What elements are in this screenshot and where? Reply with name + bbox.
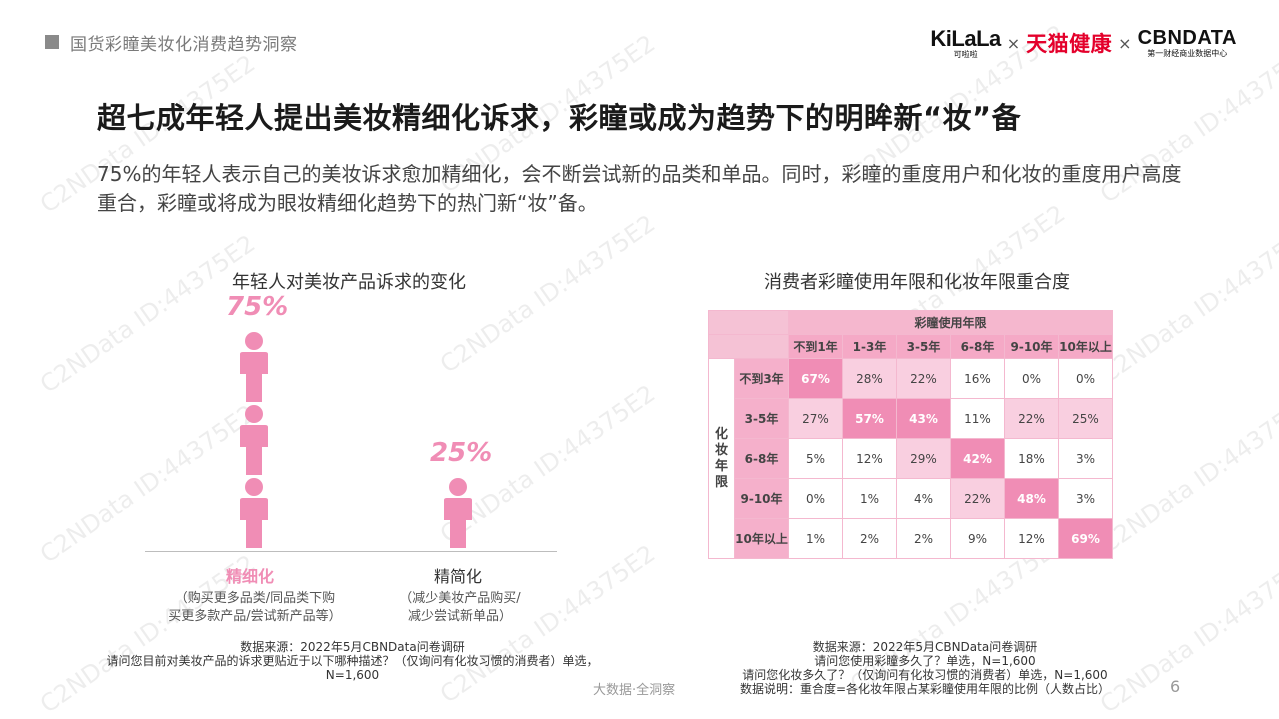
column-group-header: 彩瞳使用年限 — [788, 310, 1113, 335]
heatmap-cell: 22% — [896, 358, 951, 399]
source-line: 请问您目前对美妆产品的诉求更贴近于以下哪种描述？（仅询问有化妆习惯的消费者）单选… — [106, 654, 599, 668]
desc-line: （购买更多品类/同品类下购 — [174, 591, 336, 606]
heatmap-cell: 22% — [1004, 398, 1059, 439]
desc-line: （减少美妆产品购买/ — [399, 591, 521, 606]
header-marker — [45, 35, 59, 49]
heatmap-cell: 12% — [842, 438, 897, 479]
heatmap-cell: 22% — [950, 478, 1005, 519]
heatmap-cell: 27% — [788, 398, 843, 439]
person-icon — [236, 405, 272, 479]
desc-line: 买更多款产品/尝试新产品等） — [168, 609, 342, 624]
kilala-logo: KiLaLa 可啦啦 — [930, 25, 1001, 59]
left-source-note: 数据来源：2022年5月CBNData问卷调研 请问您目前对美妆产品的诉求更贴近… — [100, 640, 605, 682]
percentage-label: 25% — [430, 438, 493, 468]
heatmap-cell: 43% — [896, 398, 951, 439]
heatmap-cell: 12% — [1004, 518, 1059, 559]
table-corner — [708, 334, 789, 359]
heatmap-cell: 29% — [896, 438, 951, 479]
right-chart-title: 消费者彩瞳使用年限和化妆年限重合度 — [764, 272, 1070, 293]
heatmap-cell: 69% — [1058, 518, 1113, 559]
category-label-simplified: 精简化 — [434, 567, 483, 586]
heatmap-cell: 11% — [950, 398, 1005, 439]
page-title: 超七成年轻人提出美妆精细化诉求，彩瞳或成为趋势下的明眸新“妆”备 — [97, 101, 1022, 135]
person-icon — [236, 478, 272, 552]
table-row: 6-8年 5% 12% 29% 42% 18% 3% — [709, 438, 1113, 479]
row-header: 不到3年 — [734, 358, 789, 399]
heatmap-cell: 0% — [788, 478, 843, 519]
heatmap-cell: 2% — [896, 518, 951, 559]
heatmap-cell: 28% — [842, 358, 897, 399]
column-header: 3-5年 — [896, 334, 951, 359]
times-sign: × — [1006, 33, 1021, 53]
chart-baseline — [145, 551, 557, 552]
footer-brand: 大数据·全洞察 — [593, 683, 676, 698]
watermark-text: C2NData ID:44375E2 — [1095, 389, 1279, 559]
cbndata-logo-text: CBNDATA — [1137, 27, 1237, 49]
heatmap-cell: 9% — [950, 518, 1005, 559]
column-header: 10年以上 — [1058, 334, 1113, 359]
desc-line: 减少尝试新单品） — [407, 609, 512, 624]
row-group-header: 化妆年限 — [708, 358, 735, 559]
heatmap-cell: 25% — [1058, 398, 1113, 439]
column-header: 1-3年 — [842, 334, 897, 359]
heatmap-cell: 16% — [950, 358, 1005, 399]
times-sign: × — [1118, 33, 1132, 53]
column-header: 不到1年 — [788, 334, 843, 359]
source-line: 请问您化妆多久了？（仅询问有化妆习惯的消费者）单选，N=1,600 — [742, 668, 1108, 682]
header-title: 国货彩瞳美妆化消费趋势洞察 — [70, 35, 298, 55]
source-line: 请问您使用彩瞳多久了？单选，N=1,600 — [814, 654, 1036, 668]
table-row: 化妆年限不到3年 67% 28% 22% 16% 0% 0% — [708, 358, 1113, 559]
category-label-refined: 精细化 — [226, 567, 275, 586]
watermark-text: C2NData ID:44375E2 — [1095, 219, 1279, 389]
tmall-health-logo: 天猫健康 — [1026, 32, 1113, 56]
source-line: 数据来源：2022年5月CBNData问卷调研 — [240, 640, 465, 654]
heatmap-cell: 5% — [788, 438, 843, 479]
table-row: 9-10年 0% 1% 4% 22% 48% 3% — [709, 478, 1113, 519]
cbndata-logo-sub: 第一财经商业数据中心 — [1147, 49, 1228, 58]
page-subtitle: 75%的年轻人表示自己的美妆诉求愈加精细化，会不断尝试新的品类和单品。同时，彩瞳… — [97, 162, 1182, 215]
right-source-note: 数据来源：2022年5月CBNData问卷调研 请问您使用彩瞳多久了？单选，N=… — [735, 640, 1115, 696]
column-header: 6-8年 — [950, 334, 1005, 359]
heatmap-cell: 18% — [1004, 438, 1059, 479]
watermark-text: C2NData ID:44375E2 — [35, 399, 261, 569]
heatmap-table: 彩瞳使用年限 不到1年 1-3年 3-5年 6-8年 9-10年 10年以上化妆年限不到3年… — [708, 310, 1113, 559]
heatmap-cell: 1% — [842, 478, 897, 519]
page-number: 6 — [1170, 677, 1181, 696]
person-icon — [440, 478, 476, 552]
heatmap-cell: 1% — [788, 518, 843, 559]
column-header: 9-10年 — [1004, 334, 1059, 359]
row-header: 9-10年 — [734, 478, 789, 519]
kilala-logo-text: KiLaLa — [930, 25, 1001, 51]
left-chart-title: 年轻人对美妆产品诉求的变化 — [232, 272, 466, 293]
cbndata-logo: CBNDATA 第一财经商业数据中心 — [1138, 28, 1237, 58]
kilala-logo-sub: 可啦啦 — [953, 49, 978, 59]
source-line: N=1,600 — [325, 668, 380, 682]
watermark-text: C2NData ID:44375E2 — [435, 209, 661, 379]
person-icon — [236, 332, 272, 406]
heatmap-cell: 57% — [842, 398, 897, 439]
table-row: 3-5年 27% 57% 43% 11% 22% 25% — [709, 398, 1113, 439]
heatmap-cell: 0% — [1058, 358, 1113, 399]
heatmap-cell: 4% — [896, 478, 951, 519]
partner-logos: KiLaLa 可啦啦 × 天猫健康 × CBNDATA 第一财经商业数据中心 — [930, 26, 1237, 60]
percentage-label: 75% — [226, 292, 289, 322]
row-header: 6-8年 — [734, 438, 789, 479]
heatmap-cell: 42% — [950, 438, 1005, 479]
source-line: 数据来源：2022年5月CBNData问卷调研 — [812, 640, 1038, 654]
table-corner — [708, 310, 789, 335]
heatmap-cell: 3% — [1058, 478, 1113, 519]
category-desc-refined: （购买更多品类/同品类下购 买更多款产品/尝试新产品等） — [150, 590, 360, 626]
watermark-text: C2NData ID:44375E2 — [1095, 549, 1279, 719]
heatmap-cell: 0% — [1004, 358, 1059, 399]
heatmap-cell: 67% — [788, 358, 843, 399]
row-header: 3-5年 — [734, 398, 789, 439]
category-desc-simplified: （减少美妆产品购买/ 减少尝试新单品） — [380, 590, 540, 626]
heatmap-cell: 2% — [842, 518, 897, 559]
table-row: 10年以上 1% 2% 2% 9% 12% 69% — [709, 518, 1113, 559]
heatmap-cell: 3% — [1058, 438, 1113, 479]
heatmap-cell: 48% — [1004, 478, 1059, 519]
source-line: 数据说明：重合度=各化妆年限占某彩瞳使用年限的比例（人数占比） — [739, 682, 1111, 696]
row-header: 10年以上 — [734, 518, 789, 559]
